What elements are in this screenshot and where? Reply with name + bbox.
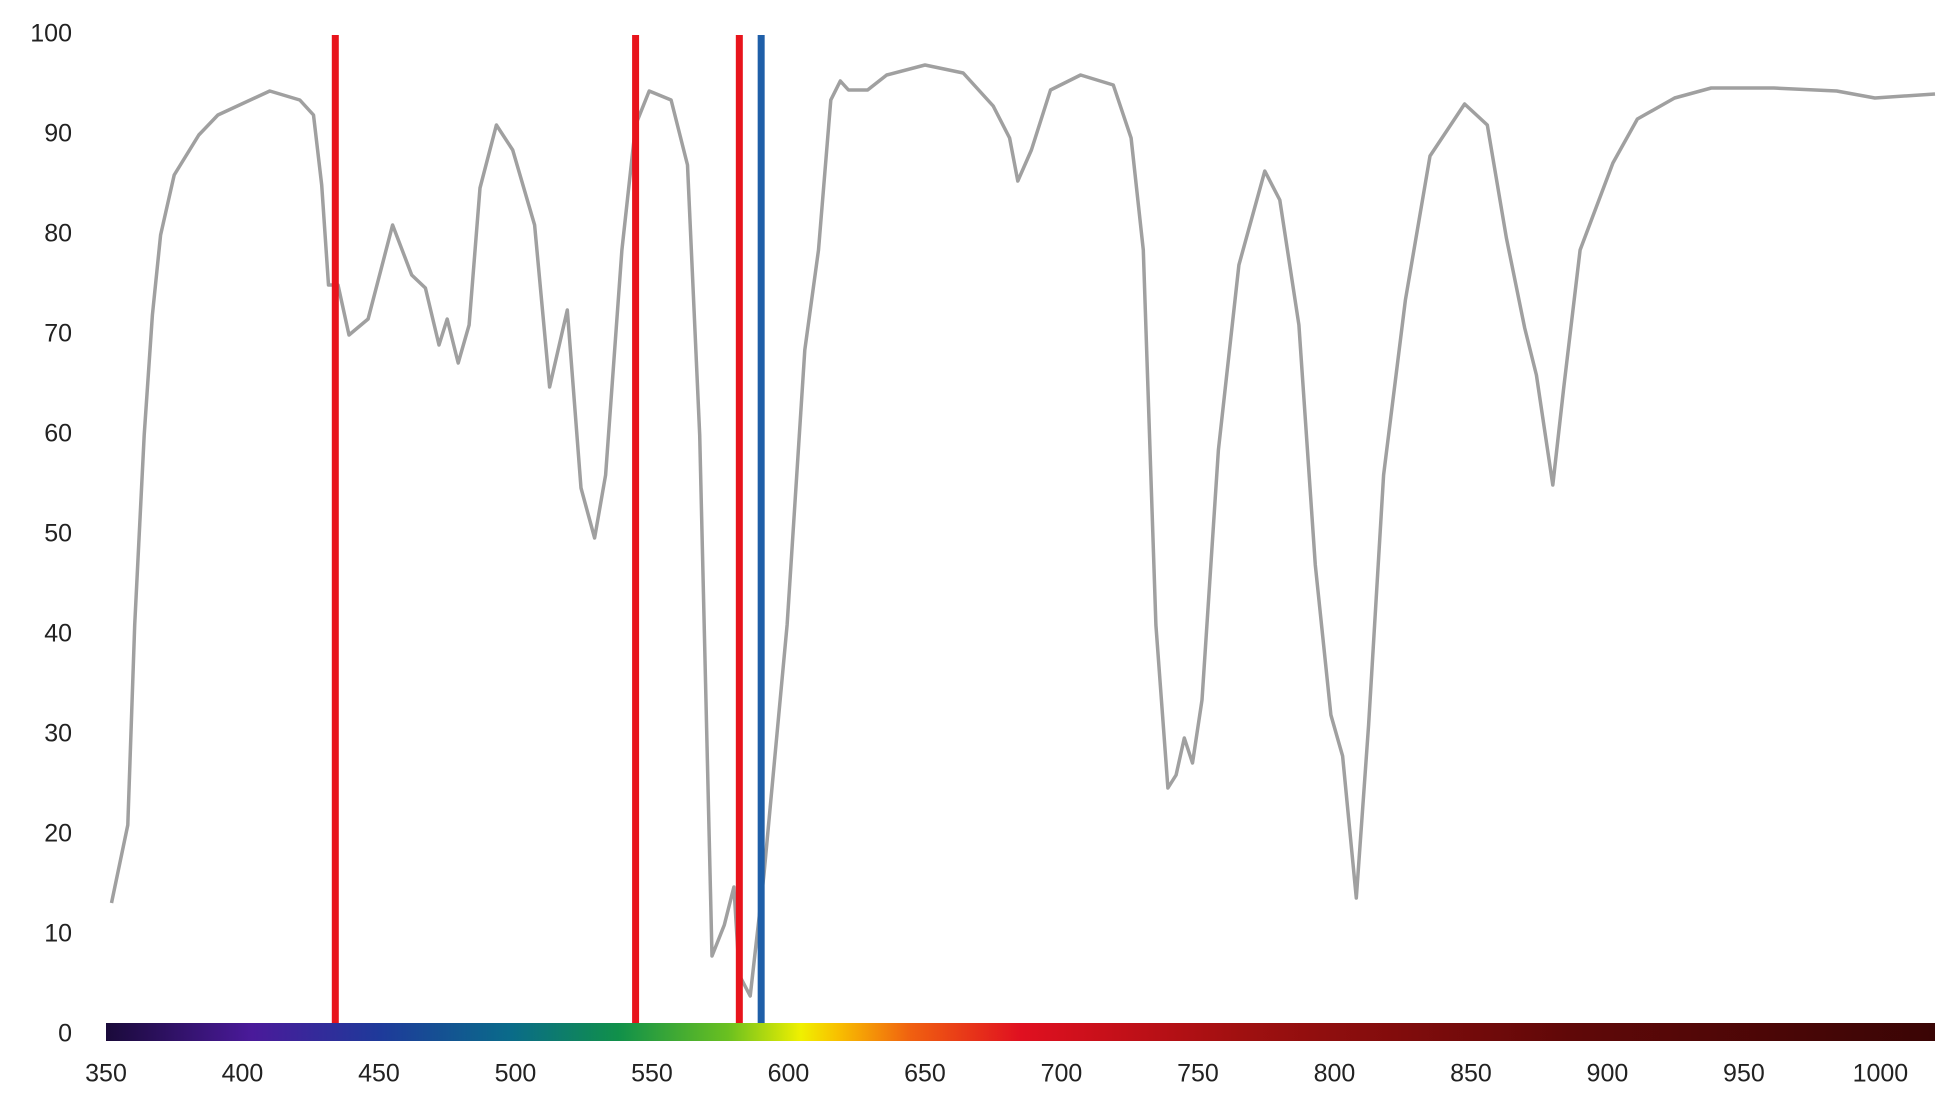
plot <box>109 35 1936 1023</box>
x-tick-label: 350 <box>85 1060 127 1088</box>
spectrum-bar <box>106 1023 1935 1041</box>
x-tick-label: 600 <box>768 1060 810 1088</box>
y-tick-label: 100 <box>30 20 72 48</box>
x-tick-label: 1000 <box>1853 1060 1909 1088</box>
x-tick-label: 950 <box>1723 1060 1765 1088</box>
line <box>109 63 1936 998</box>
x-tick-label: 900 <box>1587 1060 1629 1088</box>
y-tick-label: 70 <box>44 320 72 348</box>
x-tick-label: 550 <box>631 1060 673 1088</box>
y-tick-label: 0 <box>58 1020 72 1048</box>
y-tick-label: 10 <box>44 920 72 948</box>
y-tick-label: 20 <box>44 820 72 848</box>
x-tick-label: 850 <box>1450 1060 1492 1088</box>
y-tick-label: 40 <box>44 620 72 648</box>
x-tick-label: 650 <box>904 1060 946 1088</box>
x-tick-label: 800 <box>1314 1060 1356 1088</box>
y-tick-label: 60 <box>44 420 72 448</box>
y-tick-label: 30 <box>44 720 72 748</box>
x-tick-label: 750 <box>1177 1060 1219 1088</box>
x-tick-label: 450 <box>358 1060 400 1088</box>
x-tick-label: 500 <box>495 1060 537 1088</box>
y-tick-label: 90 <box>44 120 72 148</box>
y-tick-label: 80 <box>44 220 72 248</box>
y-tick-label: 50 <box>44 520 72 548</box>
tick-labels: 0 10 20 30 40 50 60 70 80 90 100 350 400 450 500 550 600… <box>30 20 1908 1088</box>
x-tick-label: 700 <box>1041 1060 1083 1088</box>
x-tick-label: 400 <box>222 1060 264 1088</box>
